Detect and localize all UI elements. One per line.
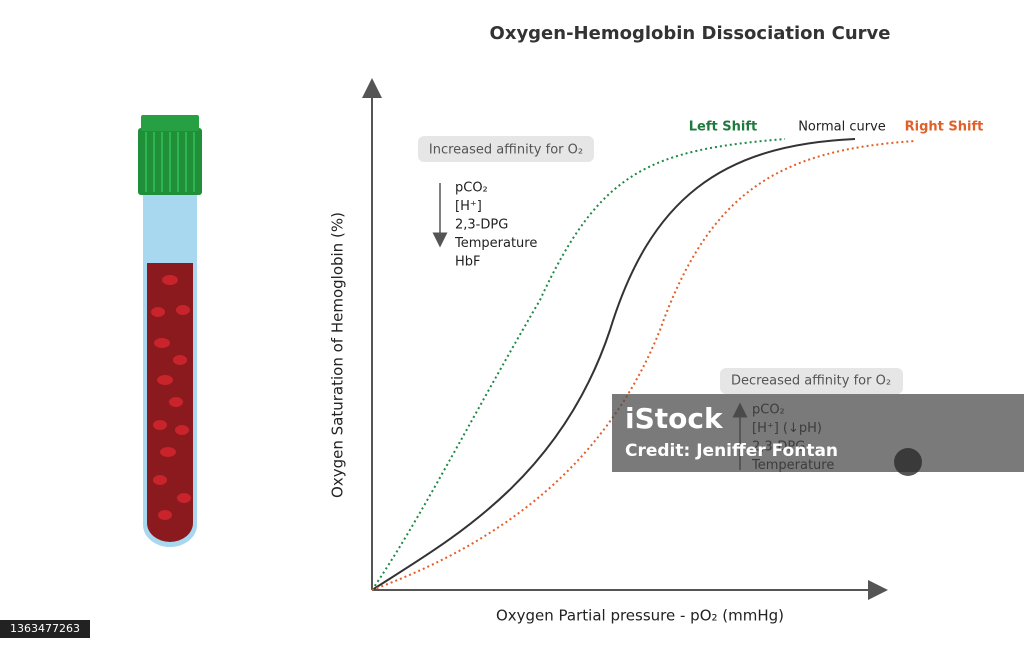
factor: [H⁺] — [455, 199, 482, 214]
left-shift-label: Left Shift — [689, 120, 757, 135]
right-shift-curve — [371, 140, 916, 591]
normal-curve-label: Normal curve — [798, 120, 886, 135]
watermark-brand: iStock — [625, 402, 724, 435]
normal-curve — [371, 138, 856, 591]
x-axis-label: Oxygen Partial pressure - pO₂ (mmHg) — [496, 607, 784, 625]
info-box — [720, 368, 903, 394]
title: Oxygen-Hemoglobin Dissociation Curve — [490, 23, 891, 44]
test-tube — [138, 115, 202, 547]
y-axis-label: Oxygen Saturation of Hemoglobin (%) — [329, 212, 347, 498]
box-title: Increased affinity for O₂ — [429, 143, 583, 158]
factor: pCO₂ — [455, 181, 488, 196]
id-badge — [0, 620, 90, 638]
box-title: Decreased affinity for O₂ — [731, 374, 891, 389]
watermark-credit: Credit: Jeniffer Fontan — [625, 441, 838, 461]
factor: Temperature — [454, 236, 537, 251]
left-shift-curve — [371, 138, 786, 591]
factor: HbF — [455, 255, 481, 270]
info-box — [418, 136, 594, 162]
image-id: 1363477263 — [10, 622, 80, 635]
factor: 2,3-DPG — [455, 218, 508, 233]
watermark-band — [612, 394, 1024, 472]
right-shift-label: Right Shift — [905, 120, 984, 135]
watermark-dot — [894, 448, 922, 476]
